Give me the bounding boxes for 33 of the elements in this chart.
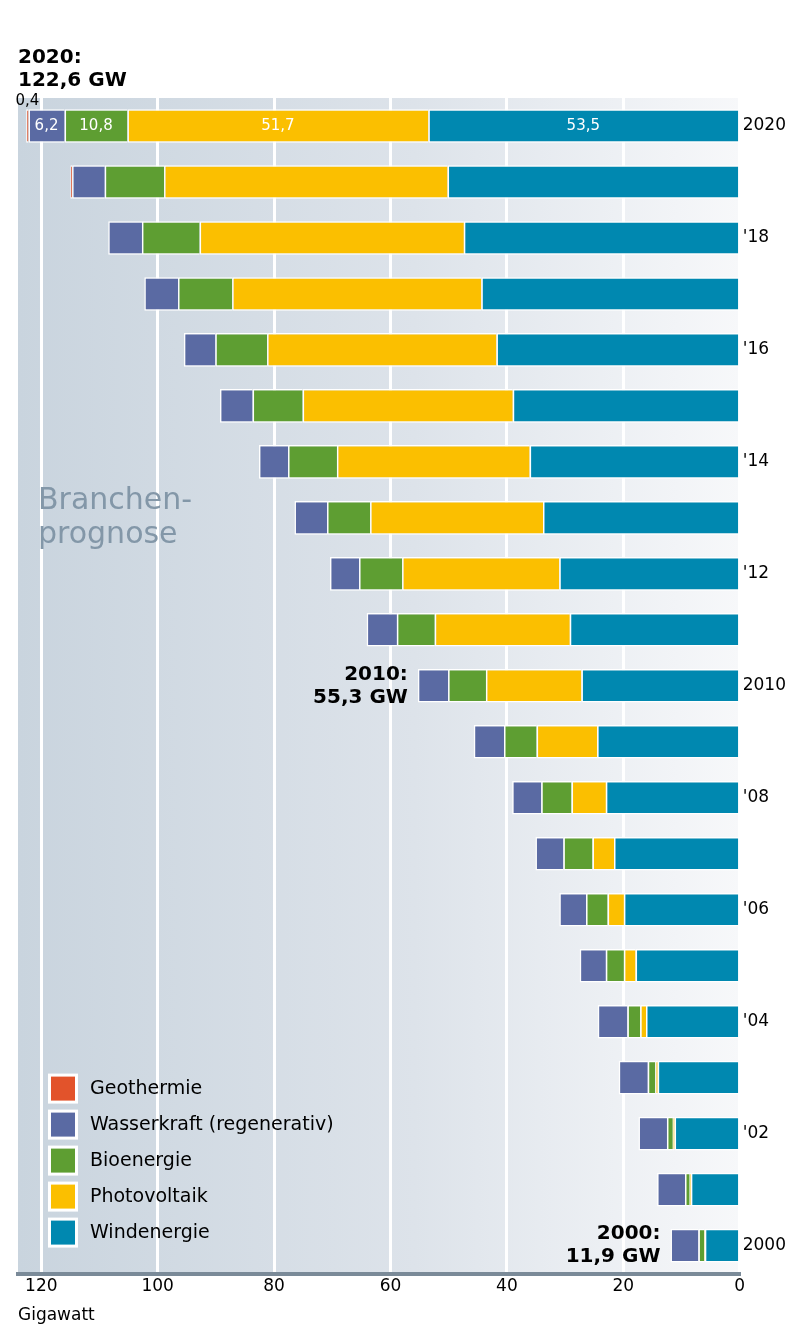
legend-label: Bioenergie [90, 1147, 192, 1170]
annotation: 2020: 122,6 GW [18, 44, 127, 92]
data-label: 53,5 [566, 115, 600, 134]
x-tick-label: 120 [25, 1275, 58, 1296]
x-axis-title: Gigawatt [18, 1303, 96, 1324]
legend-label: Photovoltaik [90, 1183, 208, 1206]
y-tick-label: 2020 [742, 114, 786, 135]
y-tick-label: '02 [742, 1122, 770, 1143]
y-tick-label: '04 [742, 1010, 770, 1031]
x-tick-label: 40 [496, 1275, 518, 1296]
data-label: 6,2 [34, 115, 59, 134]
data-label: 10,8 [79, 115, 113, 134]
annotation: Branchen-prognose [38, 480, 193, 550]
legend-label: Windenergie [90, 1219, 210, 1242]
y-tick-label: '14 [742, 450, 770, 471]
x-tick-label: 60 [379, 1275, 402, 1296]
x-tick-label: 100 [141, 1275, 174, 1296]
data-label: 0,4 [15, 90, 40, 109]
y-tick-label: '12 [742, 562, 770, 583]
y-tick-label: '16 [742, 338, 770, 359]
data-label: 51,7 [261, 115, 295, 134]
y-tick-label: 2010 [742, 674, 786, 695]
x-tick-label: 20 [612, 1275, 635, 1296]
legend-label: Wasserkraft (regenerativ) [90, 1111, 334, 1134]
legend-label: Geothermie [90, 1075, 203, 1098]
x-tick-label: 0 [734, 1275, 746, 1296]
y-tick-label: '06 [742, 898, 770, 919]
annotation: 2000: 11,9 GW [565, 1220, 661, 1268]
annotation: 2010: 55,3 GW [313, 660, 408, 708]
y-tick-label: '18 [742, 226, 770, 247]
y-tick-label: 2000 [742, 1234, 786, 1255]
x-tick-label: 80 [263, 1275, 285, 1296]
y-tick-label: '08 [742, 786, 770, 807]
